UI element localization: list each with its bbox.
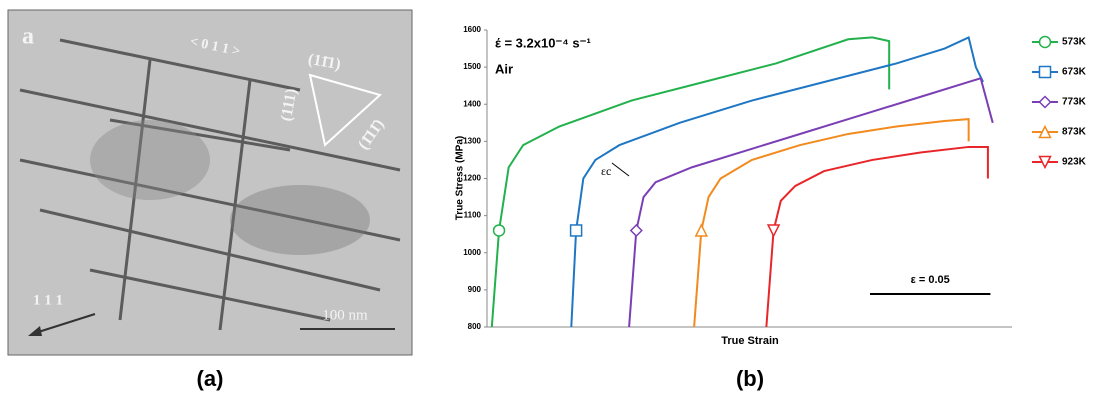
y-tick-label: 800 [468, 322, 482, 331]
chart: True Stress (MPa) True Strain έ = 3.2x10… [455, 30, 1012, 347]
line [570, 36, 985, 328]
legend-marker [1038, 124, 1052, 139]
marker [629, 223, 643, 238]
triangle [308, 73, 383, 147]
marker [492, 224, 506, 237]
annotation-arrow [611, 162, 630, 177]
marker [694, 223, 709, 237]
annotation: εc [601, 164, 611, 178]
y-tick-label: 1200 [463, 174, 481, 183]
image-frame [7, 9, 413, 356]
micrograph: a < 0 1 1 > (11̄1) (111) (1̄11̄) 1 1 1 1… [7, 9, 413, 356]
marker [569, 224, 583, 237]
legend-label: 773K [1062, 97, 1087, 108]
legend-label: 873K [1062, 127, 1087, 138]
scale-label: 100 nm [322, 307, 368, 323]
y-tick-label: 1300 [463, 136, 481, 145]
y-tick-label: 1500 [463, 62, 481, 71]
annotation: έ = 3.2x10⁻⁴ s⁻¹ [495, 35, 591, 50]
contrast [90, 120, 210, 200]
annotation: Air [495, 61, 513, 76]
legend-label: 573K [1062, 37, 1087, 48]
y-tick-label: 1100 [464, 211, 482, 220]
caption: (b) [736, 366, 764, 391]
x-axis-label: True Strain [721, 335, 779, 347]
plane: (111) [278, 87, 300, 122]
legend-marker [1038, 35, 1052, 49]
scale-bar-label: ε = 0.05 [911, 274, 950, 286]
legend-marker [1038, 155, 1052, 170]
y-tick-label: 1600 [463, 25, 481, 34]
y-tick-label: 1000 [463, 248, 481, 257]
legend-marker [1038, 95, 1052, 109]
arrow-label: 1 1 1 [33, 292, 63, 308]
contrast [230, 185, 370, 255]
legend-marker [1038, 65, 1052, 79]
y-axis-label: True Stress (MPa) [455, 136, 466, 220]
panel-letter: a [22, 24, 34, 50]
arrow [31, 313, 96, 335]
y-tick-label: 1400 [463, 99, 481, 108]
line [693, 118, 970, 328]
line [490, 36, 891, 328]
marker [766, 224, 781, 238]
plane: (11̄1) [307, 51, 342, 73]
line [628, 77, 994, 328]
legend-label: 673K [1062, 67, 1087, 78]
dislocations [19, 38, 401, 331]
y-tick-label: 900 [468, 285, 482, 294]
line [765, 145, 989, 328]
legend-label: 923K [1062, 157, 1087, 168]
arrowhead [28, 326, 42, 336]
caption: (a) [197, 366, 224, 391]
